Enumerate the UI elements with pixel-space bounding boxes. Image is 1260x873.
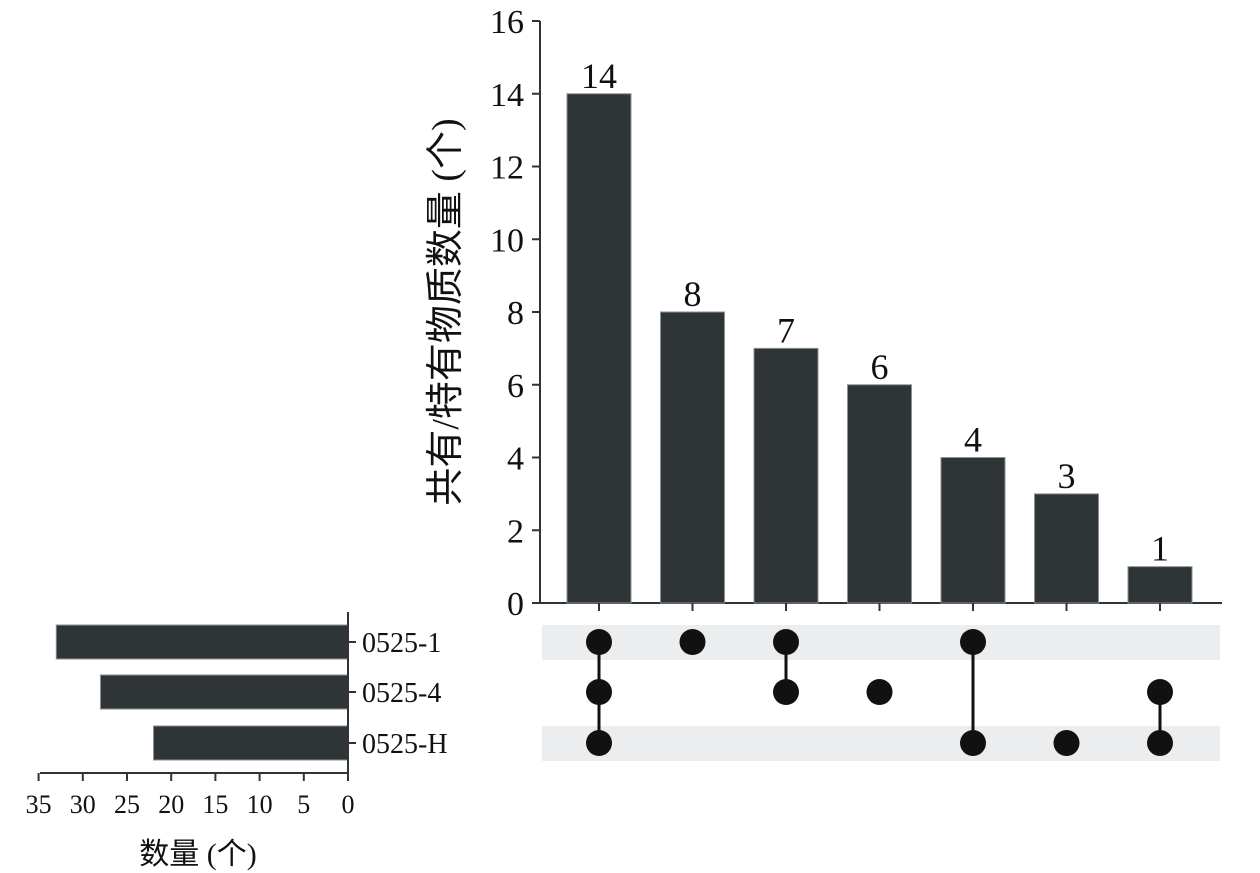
set-x-tick-label: 30 (70, 790, 96, 819)
y-tick-label: 12 (490, 150, 524, 187)
set-size-bar (99, 674, 349, 710)
set-x-tick-label: 10 (247, 790, 273, 819)
matrix-dot (586, 679, 612, 705)
intersection-bar (566, 93, 632, 604)
intersection-bar (660, 311, 725, 604)
set-x-tick-label: 20 (158, 790, 184, 819)
set-x-tick-label: 25 (114, 790, 140, 819)
set-size-bars: 0525-1 0525-4 0525-H (55, 624, 448, 761)
intersection-y-axis-title: 共有/特有物质数量 (个) (425, 118, 467, 505)
intersection-bar (940, 457, 1006, 604)
matrix-row-stripe (542, 625, 1220, 660)
bar-data-label: 7 (777, 310, 795, 350)
set-size-bar (153, 725, 349, 761)
matrix-dot (773, 679, 799, 705)
y-tick-label: 16 (490, 4, 524, 41)
bar-data-label: 14 (581, 56, 617, 96)
matrix-dot (960, 730, 986, 756)
set-label: 0525-1 (362, 628, 441, 659)
bar-data-label: 1 (1151, 529, 1169, 569)
intersection-bar (753, 347, 819, 604)
matrix-dot (586, 629, 612, 655)
y-tick-label: 8 (507, 295, 524, 332)
matrix-dot (1147, 730, 1173, 756)
intersection-bar (1034, 493, 1099, 604)
y-tick-label: 4 (507, 441, 524, 478)
y-tick-label: 10 (490, 222, 524, 259)
bar-data-label: 4 (964, 420, 982, 460)
matrix-dot (679, 629, 706, 655)
set-label: 0525-4 (362, 678, 441, 709)
y-tick-label: 14 (490, 77, 524, 114)
set-x-tick-label: 0 (342, 790, 355, 819)
set-size-x-axis-title: 数量 (个) (139, 838, 256, 871)
matrix-dot (960, 629, 986, 655)
intersection-bar (847, 384, 912, 604)
intersection-bar (1127, 566, 1193, 604)
matrix-row-stripes (542, 625, 1220, 761)
set-label: 0525-H (362, 729, 448, 760)
y-tick-label: 0 (507, 586, 524, 623)
matrix-dot (866, 679, 893, 705)
intersection-matrix (586, 629, 1173, 756)
matrix-dot (773, 629, 799, 655)
bar-data-label: 3 (1058, 456, 1076, 496)
bar-data-label: 6 (871, 347, 889, 387)
y-tick-label: 2 (507, 513, 524, 550)
y-tick-label: 6 (507, 368, 524, 405)
set-size-x-axis: 35 30 25 20 15 10 5 0 (26, 612, 355, 819)
set-x-tick-label: 5 (297, 790, 310, 819)
intersection-bars: 14 8 7 6 4 3 1 (566, 56, 1193, 611)
bar-data-label: 8 (684, 274, 702, 314)
matrix-dot (1053, 730, 1080, 756)
set-x-tick-label: 35 (26, 790, 52, 819)
set-size-bar (55, 624, 349, 660)
matrix-dot (1147, 679, 1173, 705)
matrix-dot (586, 730, 612, 756)
matrix-row-stripe (542, 726, 1220, 761)
set-x-tick-label: 15 (202, 790, 228, 819)
